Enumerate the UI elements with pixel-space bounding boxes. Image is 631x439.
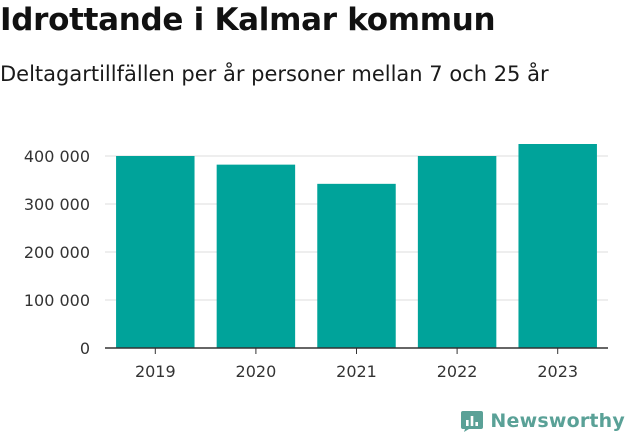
brand-name: Newsworthy [490,410,625,432]
brand-logo: Newsworthy [460,409,625,433]
x-tick-label: 2021 [336,362,377,381]
bar-2021 [317,183,396,348]
y-tick-label: 300 000 [24,195,90,214]
axes: 0 100 000 200 000 300 000 400 000 2019 2020 202… [24,147,608,381]
x-tick-label: 2019 [135,362,176,381]
chart-subtitle: Deltagartillfällen per år personer mella… [0,62,549,86]
y-tick-label: 0 [80,339,90,358]
bar-2019 [116,156,195,348]
bar-2023 [518,144,597,348]
y-tick-label: 200 000 [24,243,90,262]
bars [116,144,597,348]
y-tick-label: 100 000 [24,291,90,310]
bar-chart-logo-icon [461,411,484,432]
x-tick-label: 2020 [236,362,277,381]
y-tick-label: 400 000 [24,147,90,166]
x-tick-label: 2023 [537,362,578,381]
bar-2022 [417,156,497,348]
bar-2020 [216,164,296,348]
x-tick-label: 2022 [437,362,478,381]
chart-title: Idrottande i Kalmar kommun [0,2,496,38]
